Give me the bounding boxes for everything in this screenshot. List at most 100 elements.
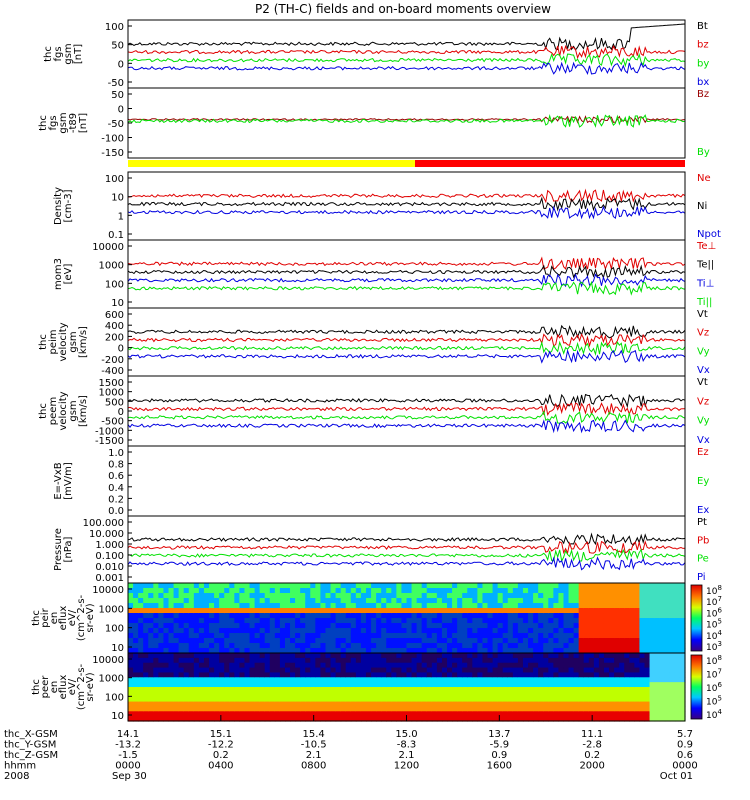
heat-cell: [396, 706, 403, 712]
heat-cell: [158, 623, 165, 629]
panel-ion_eflux: thcpeirenefluxeV/(cm^2-s-sr-eV)108107106…: [31, 582, 722, 654]
heat-cell: [153, 608, 159, 614]
panel-frame: [127, 87, 686, 159]
heat-cell: [492, 613, 499, 619]
heat-cell: [391, 657, 397, 664]
heat-cell: [629, 588, 635, 594]
heat-cell: [548, 628, 554, 634]
heat-cell: [269, 691, 276, 698]
heat-cell: [497, 657, 504, 664]
heat-cell: [619, 677, 625, 683]
heat-cell: [153, 623, 159, 629]
heat-cell: [300, 623, 306, 629]
heat-cell: [512, 687, 519, 693]
heat-cell: [629, 593, 635, 599]
heat-cell: [553, 613, 560, 619]
heat-cell: [371, 603, 377, 609]
heat-cell: [381, 608, 387, 614]
heat-cell: [143, 711, 149, 717]
heat-cell: [436, 588, 443, 594]
heat-cell: [234, 677, 240, 683]
heat-cell: [477, 593, 484, 599]
heat-cell: [188, 633, 195, 639]
heat-cell: [517, 648, 524, 654]
heat-cell: [224, 662, 230, 669]
mode-bar-fast: [415, 160, 685, 167]
heat-cell: [315, 711, 322, 717]
heat-cell: [376, 662, 382, 669]
heat-cell: [639, 706, 646, 712]
heat-cell: [416, 633, 423, 639]
heat-cell: [452, 677, 458, 683]
heat-cell: [436, 677, 443, 683]
heat-cell: [457, 603, 463, 609]
heat-cell: [158, 706, 165, 712]
heat-cell: [654, 662, 661, 669]
heat-cell: [163, 653, 170, 659]
heat-cell: [148, 638, 154, 644]
heat-cell: [193, 648, 200, 654]
heat-cell: [447, 667, 453, 674]
heat-cell: [538, 711, 544, 717]
heat-cell: [436, 657, 443, 664]
ylabel-peim_velocity: thc peim velocity gsm [km/s]: [38, 322, 89, 361]
heat-cell: [659, 682, 666, 688]
heat-cell: [462, 603, 468, 609]
heat-cell: [335, 638, 342, 644]
heat-cell: [239, 672, 246, 678]
heat-cell: [279, 672, 286, 678]
heat-cell: [203, 623, 210, 629]
heat-cell: [315, 608, 322, 614]
heat-cell: [355, 618, 362, 624]
heat-cell: [517, 672, 524, 678]
heat-cell: [198, 691, 205, 698]
heat-cell: [406, 701, 413, 708]
heat-cell: [330, 603, 337, 609]
heat-cell: [644, 608, 651, 614]
heat-cell: [573, 588, 580, 594]
heat-cell: [128, 696, 134, 703]
ylabel-line: gsm: [63, 43, 74, 64]
heat-cell: [178, 716, 185, 722]
heat-cell: [533, 593, 539, 599]
ylabel-line: fgs: [48, 115, 59, 130]
heat-cell: [219, 653, 225, 659]
heat-cell: [578, 638, 585, 644]
heat-cell: [193, 613, 200, 619]
heat-cell: [553, 643, 560, 649]
heat-cell: [148, 608, 154, 614]
heat-cell: [436, 603, 443, 609]
heat-cell: [669, 691, 676, 698]
heat-cell: [219, 598, 225, 604]
heat-cell: [295, 662, 301, 669]
heat-cell: [644, 711, 651, 717]
ylabel-peem_velocity: thc peem velocity gsm [km/s]: [38, 391, 89, 430]
heat-cell: [335, 648, 342, 654]
heat-cell: [360, 706, 367, 712]
heat-cell: [578, 653, 585, 659]
heat-cell: [183, 716, 190, 722]
heat-cell: [548, 716, 554, 722]
heat-cell: [583, 716, 590, 722]
heat-cell: [300, 648, 306, 654]
heat-cell: [138, 701, 144, 708]
heat-cell: [553, 687, 560, 693]
heat-cell: [568, 623, 575, 629]
heat-cell: [203, 682, 210, 688]
heat-cell: [239, 677, 246, 683]
heat-cell: [664, 696, 671, 703]
heat-cell: [295, 696, 301, 703]
ylabel-line: [cm-3]: [63, 189, 74, 222]
heat-cell: [295, 657, 301, 664]
heatmap-ion_eflux: [128, 583, 686, 654]
heat-cell: [619, 648, 625, 654]
heat-cell: [350, 657, 357, 664]
heat-cell: [517, 588, 524, 594]
heat-cell: [614, 682, 620, 688]
heat-cell: [629, 701, 635, 708]
heat-cell: [492, 711, 499, 717]
heat-cell: [598, 613, 605, 619]
heat-cell: [315, 598, 322, 604]
heat-cell: [335, 687, 342, 693]
